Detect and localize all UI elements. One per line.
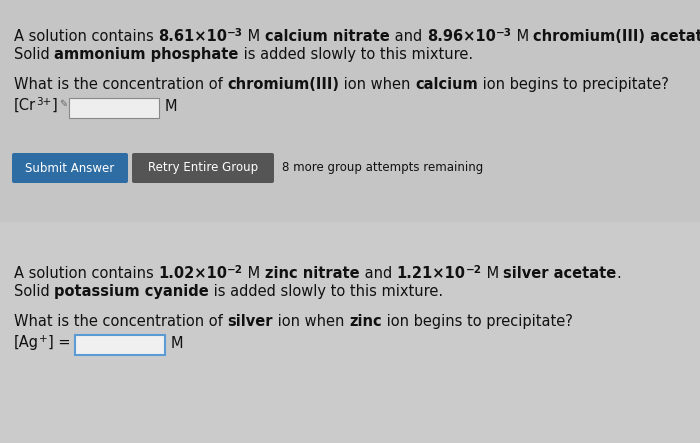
Text: ✎: ✎ (59, 99, 67, 109)
Text: is added slowly to this mixture.: is added slowly to this mixture. (209, 284, 443, 299)
Text: [Cr: [Cr (14, 98, 36, 113)
Text: M: M (170, 336, 183, 351)
Text: 1.21×10: 1.21×10 (397, 266, 466, 281)
Text: M: M (164, 99, 176, 114)
Text: −3: −3 (228, 28, 244, 38)
Text: Retry Entire Group: Retry Entire Group (148, 162, 258, 175)
Text: A solution contains: A solution contains (14, 29, 158, 44)
Text: M: M (244, 29, 265, 44)
Text: 8.61×10: 8.61×10 (158, 29, 228, 44)
Bar (69, 98, 159, 118)
Text: Submit Answer: Submit Answer (25, 162, 115, 175)
Text: ion when: ion when (273, 314, 349, 329)
Text: −2: −2 (228, 265, 244, 275)
Text: −2: −2 (466, 265, 482, 275)
Bar (0, 0, 700, 222)
Text: calcium: calcium (415, 77, 478, 92)
Text: .: . (617, 266, 622, 281)
Text: 8 more group attempts remaining: 8 more group attempts remaining (282, 162, 483, 175)
Text: [Ag: [Ag (14, 335, 39, 350)
Text: silver acetate: silver acetate (503, 266, 617, 281)
Text: zinc: zinc (349, 314, 382, 329)
Text: A solution contains: A solution contains (14, 266, 158, 281)
Text: What is the concentration of: What is the concentration of (14, 77, 228, 92)
Bar (75, 335, 165, 355)
Text: M: M (512, 29, 533, 44)
Text: is added slowly to this mixture.: is added slowly to this mixture. (239, 47, 473, 62)
Text: −3: −3 (496, 28, 512, 38)
Text: 1.02×10: 1.02×10 (158, 266, 228, 281)
Bar (0, 222, 700, 443)
Text: ]: ] (51, 98, 57, 113)
Text: and: and (390, 29, 427, 44)
Text: 3+: 3+ (36, 97, 51, 107)
Text: potassium cyanide: potassium cyanide (55, 284, 209, 299)
Text: ion when: ion when (340, 77, 415, 92)
Text: M: M (482, 266, 503, 281)
Text: ion begins to precipitate?: ion begins to precipitate? (382, 314, 573, 329)
Text: M: M (244, 266, 265, 281)
FancyBboxPatch shape (132, 153, 274, 183)
Text: ammonium phosphate: ammonium phosphate (55, 47, 239, 62)
Text: chromium(III) acetate: chromium(III) acetate (533, 29, 700, 44)
Text: 8.96×10: 8.96×10 (427, 29, 496, 44)
Text: ] =: ] = (48, 335, 70, 350)
Text: +: + (39, 334, 48, 344)
Text: silver: silver (228, 314, 273, 329)
Text: and: and (360, 266, 397, 281)
Text: ion begins to precipitate?: ion begins to precipitate? (478, 77, 669, 92)
Text: calcium nitrate: calcium nitrate (265, 29, 390, 44)
Text: Solid: Solid (14, 284, 55, 299)
Text: chromium(III): chromium(III) (228, 77, 340, 92)
Text: zinc nitrate: zinc nitrate (265, 266, 360, 281)
FancyBboxPatch shape (12, 153, 128, 183)
Text: Solid: Solid (14, 47, 55, 62)
Text: What is the concentration of: What is the concentration of (14, 314, 228, 329)
